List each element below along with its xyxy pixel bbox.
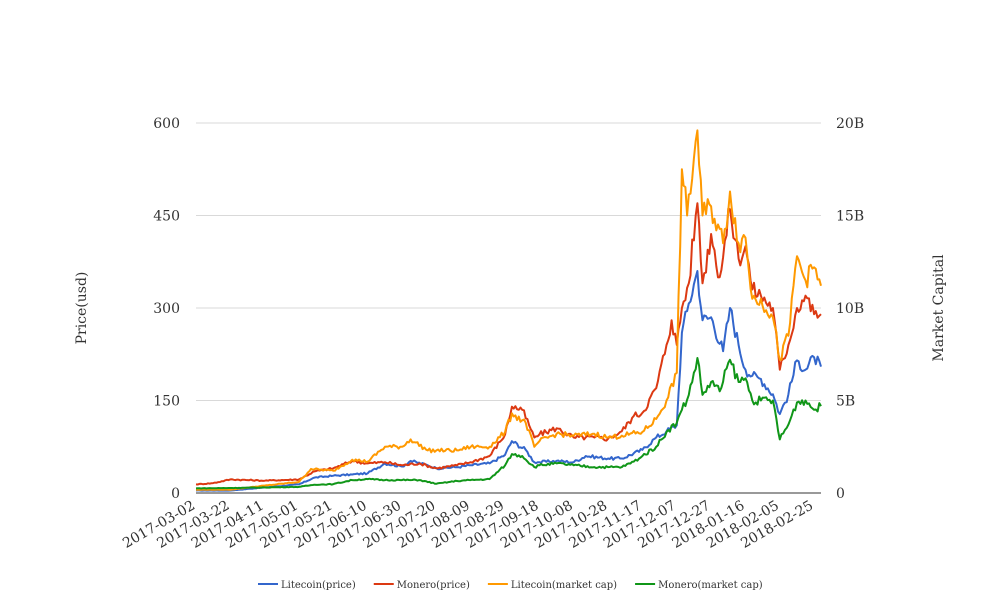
y-tick-label: 300 xyxy=(153,301,180,317)
series-line-1 xyxy=(195,270,822,492)
series-line-4 xyxy=(195,357,822,490)
y2-tick-label: 20B xyxy=(836,116,864,132)
series-line-3 xyxy=(196,129,822,491)
y2-tick-label: 0 xyxy=(836,486,845,502)
legend-item-label: Litecoin(market cap) xyxy=(511,580,617,591)
y-tick-label: 450 xyxy=(153,209,180,225)
left-axis-title: Price(usd) xyxy=(74,272,90,345)
y-tick-label: 600 xyxy=(153,116,180,132)
legend-item-label: Monero(market cap) xyxy=(658,580,763,591)
x-axis-ticks: 2017-03-022017-03-222017-04-112017-05-01… xyxy=(120,498,816,552)
y2-tick-label: 5B xyxy=(836,394,855,410)
legend-item-label: Monero(price) xyxy=(397,580,470,591)
y-tick-label: 0 xyxy=(171,486,180,502)
right-axis-ticks: 0 5B 10B 15B 20B xyxy=(836,116,864,502)
y-tick-label: 150 xyxy=(153,394,180,410)
y2-tick-label: 10B xyxy=(836,301,864,317)
y2-tick-label: 15B xyxy=(836,209,864,225)
right-axis-title: Market Capital xyxy=(931,254,947,362)
legend: Litecoin(price) Monero(price) Litecoin(mar… xyxy=(258,580,763,591)
series-line-2 xyxy=(195,202,822,486)
grid-lines xyxy=(196,122,821,401)
left-axis-ticks: 0 150 300 450 600 xyxy=(153,116,180,502)
legend-item-label: Litecoin(price) xyxy=(281,580,356,591)
series-lines xyxy=(195,129,822,492)
